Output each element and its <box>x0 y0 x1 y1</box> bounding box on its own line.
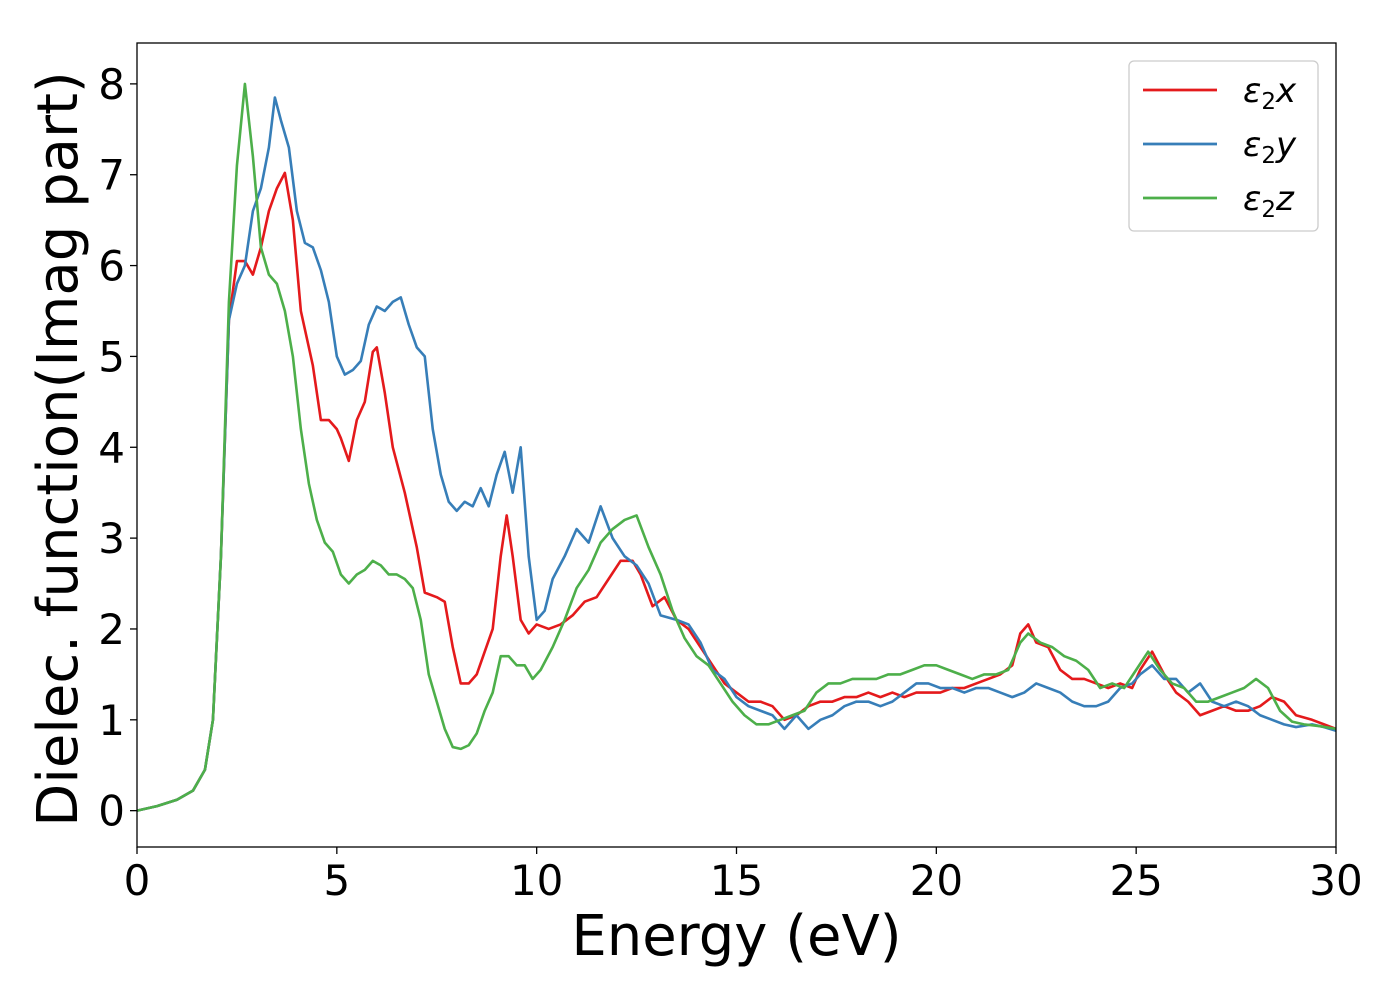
x-tick-label: 5 <box>323 856 350 905</box>
y-tick-label: 1 <box>98 696 125 745</box>
x-tick-label: 15 <box>710 856 763 905</box>
y-tick-label: 2 <box>98 605 125 654</box>
y-tick-label: 4 <box>98 423 125 472</box>
y-tick-label: 5 <box>98 332 125 381</box>
legend-label-y: ε2y <box>1243 125 1297 169</box>
y-tick-label: 6 <box>98 242 125 291</box>
legend-box <box>1128 60 1319 232</box>
x-axis-ticks: 0 5 10 15 20 25 30 <box>124 847 1363 905</box>
y-axis-label: Dielec. function(Imag part) <box>26 71 91 827</box>
series-line-y <box>137 96 1336 812</box>
y-tick-label: 0 <box>98 787 125 836</box>
legend-label-z: ε2z <box>1243 179 1295 223</box>
y-tick-label: 8 <box>98 60 125 109</box>
legend: ε2x ε2y ε2z <box>1128 60 1319 232</box>
plot-frame <box>136 42 1337 848</box>
series-layer <box>137 82 1336 812</box>
y-tick-label: 3 <box>98 514 125 563</box>
x-tick-label: 30 <box>1309 856 1362 905</box>
x-tick-label: 10 <box>510 856 563 905</box>
y-axis-ticks: 0 1 2 3 4 5 6 7 8 <box>98 60 137 836</box>
y-tick-label: 7 <box>98 151 125 200</box>
x-tick-label: 0 <box>124 856 151 905</box>
x-axis-label: Energy (eV) <box>571 904 901 969</box>
x-tick-label: 20 <box>910 856 963 905</box>
x-tick-label: 25 <box>1109 856 1162 905</box>
series-line-z <box>137 82 1336 812</box>
legend-label-x: ε2x <box>1243 71 1297 115</box>
